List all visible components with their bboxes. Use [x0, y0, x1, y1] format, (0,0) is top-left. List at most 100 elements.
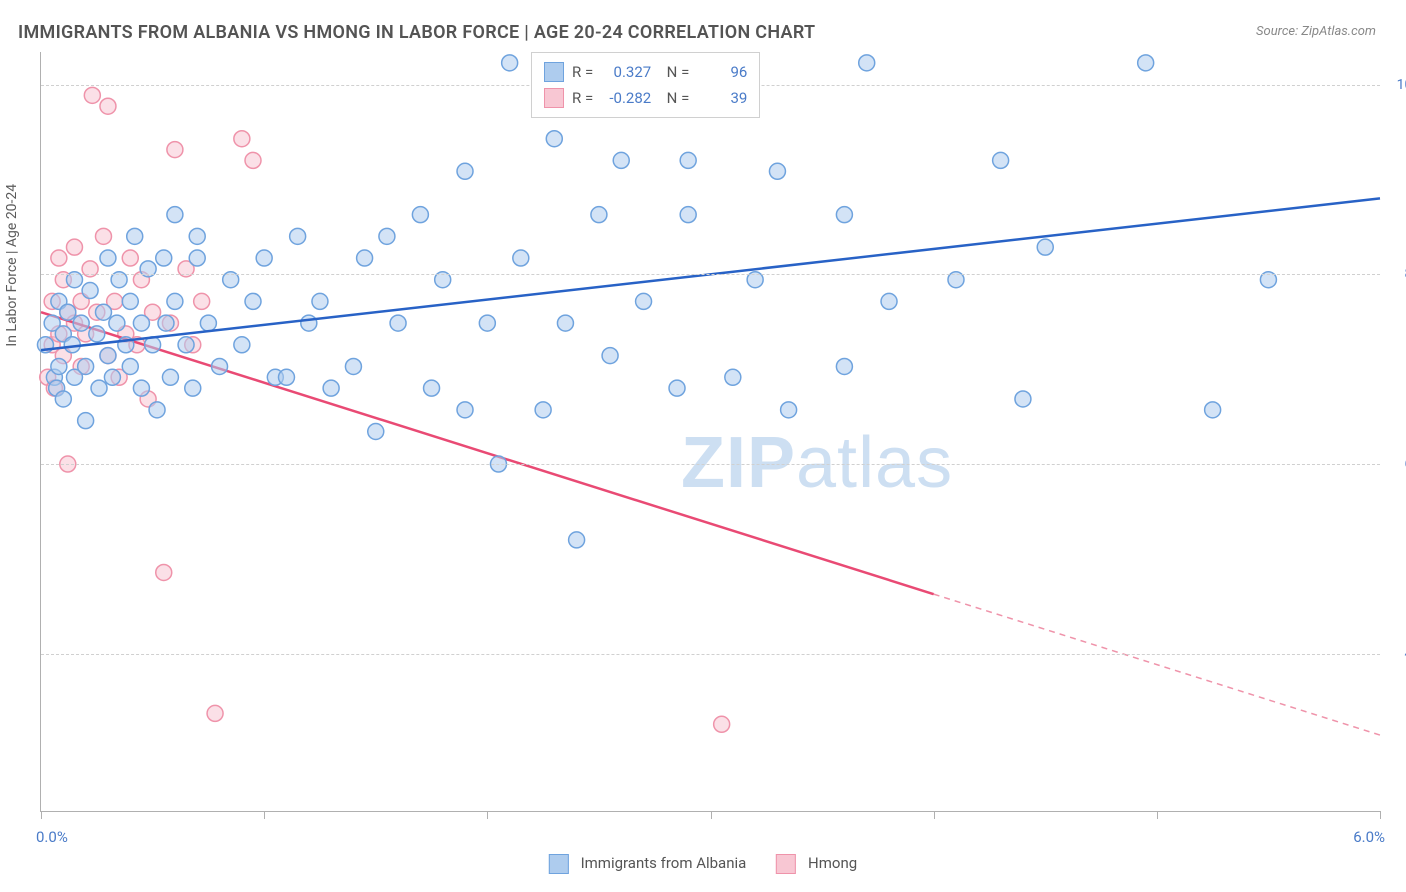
data-point	[256, 250, 272, 266]
x-tick	[711, 811, 712, 819]
data-point	[1037, 239, 1053, 255]
data-point	[368, 424, 384, 440]
data-point	[82, 283, 98, 299]
data-point	[167, 142, 183, 158]
data-point	[84, 87, 100, 103]
data-point	[122, 293, 138, 309]
data-point	[312, 293, 328, 309]
data-point	[714, 716, 730, 732]
swatch-hmong-icon	[776, 854, 796, 874]
chart-title: IMMIGRANTS FROM ALBANIA VS HMONG IN LABO…	[18, 22, 815, 43]
data-point	[881, 293, 897, 309]
x-axis-min-label: 0.0%	[36, 828, 68, 846]
gridline	[41, 654, 1380, 655]
data-point	[156, 564, 172, 580]
r-value-hmong: -0.282	[601, 89, 651, 107]
legend-label-albania: Immigrants from Albania	[581, 854, 747, 872]
data-point	[234, 337, 250, 353]
data-point	[591, 207, 607, 223]
data-point	[993, 152, 1009, 168]
data-point	[109, 315, 125, 331]
data-point	[513, 250, 529, 266]
data-point	[613, 152, 629, 168]
data-point	[95, 304, 111, 320]
data-point	[122, 250, 138, 266]
data-point	[133, 315, 149, 331]
data-point	[557, 315, 573, 331]
x-tick	[41, 811, 42, 819]
data-point	[836, 207, 852, 223]
data-point	[100, 250, 116, 266]
regression-line	[41, 312, 934, 594]
gridline	[41, 464, 1380, 465]
y-tick-label: 100.0%	[1397, 77, 1406, 93]
data-point	[636, 293, 652, 309]
data-point	[78, 358, 94, 374]
data-point	[301, 315, 317, 331]
data-point	[78, 413, 94, 429]
data-point	[234, 131, 250, 147]
data-point	[680, 207, 696, 223]
data-point	[546, 131, 562, 147]
swatch-albania	[544, 62, 564, 82]
data-point	[162, 369, 178, 385]
correlation-legend: R = 0.327 N = 96 R = -0.282 N = 39	[531, 52, 760, 118]
x-tick	[264, 811, 265, 819]
source-attribution: Source: ZipAtlas.com	[1256, 24, 1376, 39]
n-value-hmong: 39	[697, 89, 747, 107]
data-point	[60, 304, 76, 320]
data-point	[245, 152, 261, 168]
data-point	[1138, 55, 1154, 71]
data-point	[55, 391, 71, 407]
r-value-albania: 0.327	[601, 63, 651, 81]
x-tick	[1380, 811, 1381, 819]
data-point	[457, 163, 473, 179]
data-point	[212, 358, 228, 374]
x-axis-max-label: 6.0%	[1353, 828, 1385, 846]
data-point	[127, 228, 143, 244]
chart-svg	[41, 52, 1380, 811]
data-point	[185, 380, 201, 396]
data-point	[502, 55, 518, 71]
data-point	[122, 358, 138, 374]
data-point	[781, 402, 797, 418]
data-point	[167, 207, 183, 223]
data-point	[680, 152, 696, 168]
regression-line-extrapolated	[934, 594, 1380, 735]
data-point	[158, 315, 174, 331]
data-point	[390, 315, 406, 331]
data-point	[156, 250, 172, 266]
data-point	[1205, 402, 1221, 418]
data-point	[245, 293, 261, 309]
data-point	[479, 315, 495, 331]
data-point	[149, 402, 165, 418]
data-point	[412, 207, 428, 223]
data-point	[602, 348, 618, 364]
data-point	[345, 358, 361, 374]
data-point	[51, 250, 67, 266]
data-point	[424, 380, 440, 396]
x-tick	[934, 811, 935, 819]
data-point	[669, 380, 685, 396]
data-point	[95, 228, 111, 244]
data-point	[769, 163, 785, 179]
data-point	[189, 228, 205, 244]
legend-item-hmong: Hmong	[776, 854, 857, 874]
data-point	[569, 532, 585, 548]
data-point	[91, 380, 107, 396]
data-point	[836, 358, 852, 374]
data-point	[133, 380, 149, 396]
data-point	[457, 402, 473, 418]
data-point	[535, 402, 551, 418]
data-point	[357, 250, 373, 266]
data-point	[189, 250, 205, 266]
data-point	[278, 369, 294, 385]
data-point	[100, 98, 116, 114]
n-value-albania: 96	[697, 63, 747, 81]
series-legend: Immigrants from Albania Hmong	[549, 854, 857, 874]
data-point	[859, 55, 875, 71]
swatch-hmong	[544, 88, 564, 108]
data-point	[379, 228, 395, 244]
data-point	[194, 293, 210, 309]
y-axis-title: In Labor Force | Age 20-24	[4, 184, 20, 347]
